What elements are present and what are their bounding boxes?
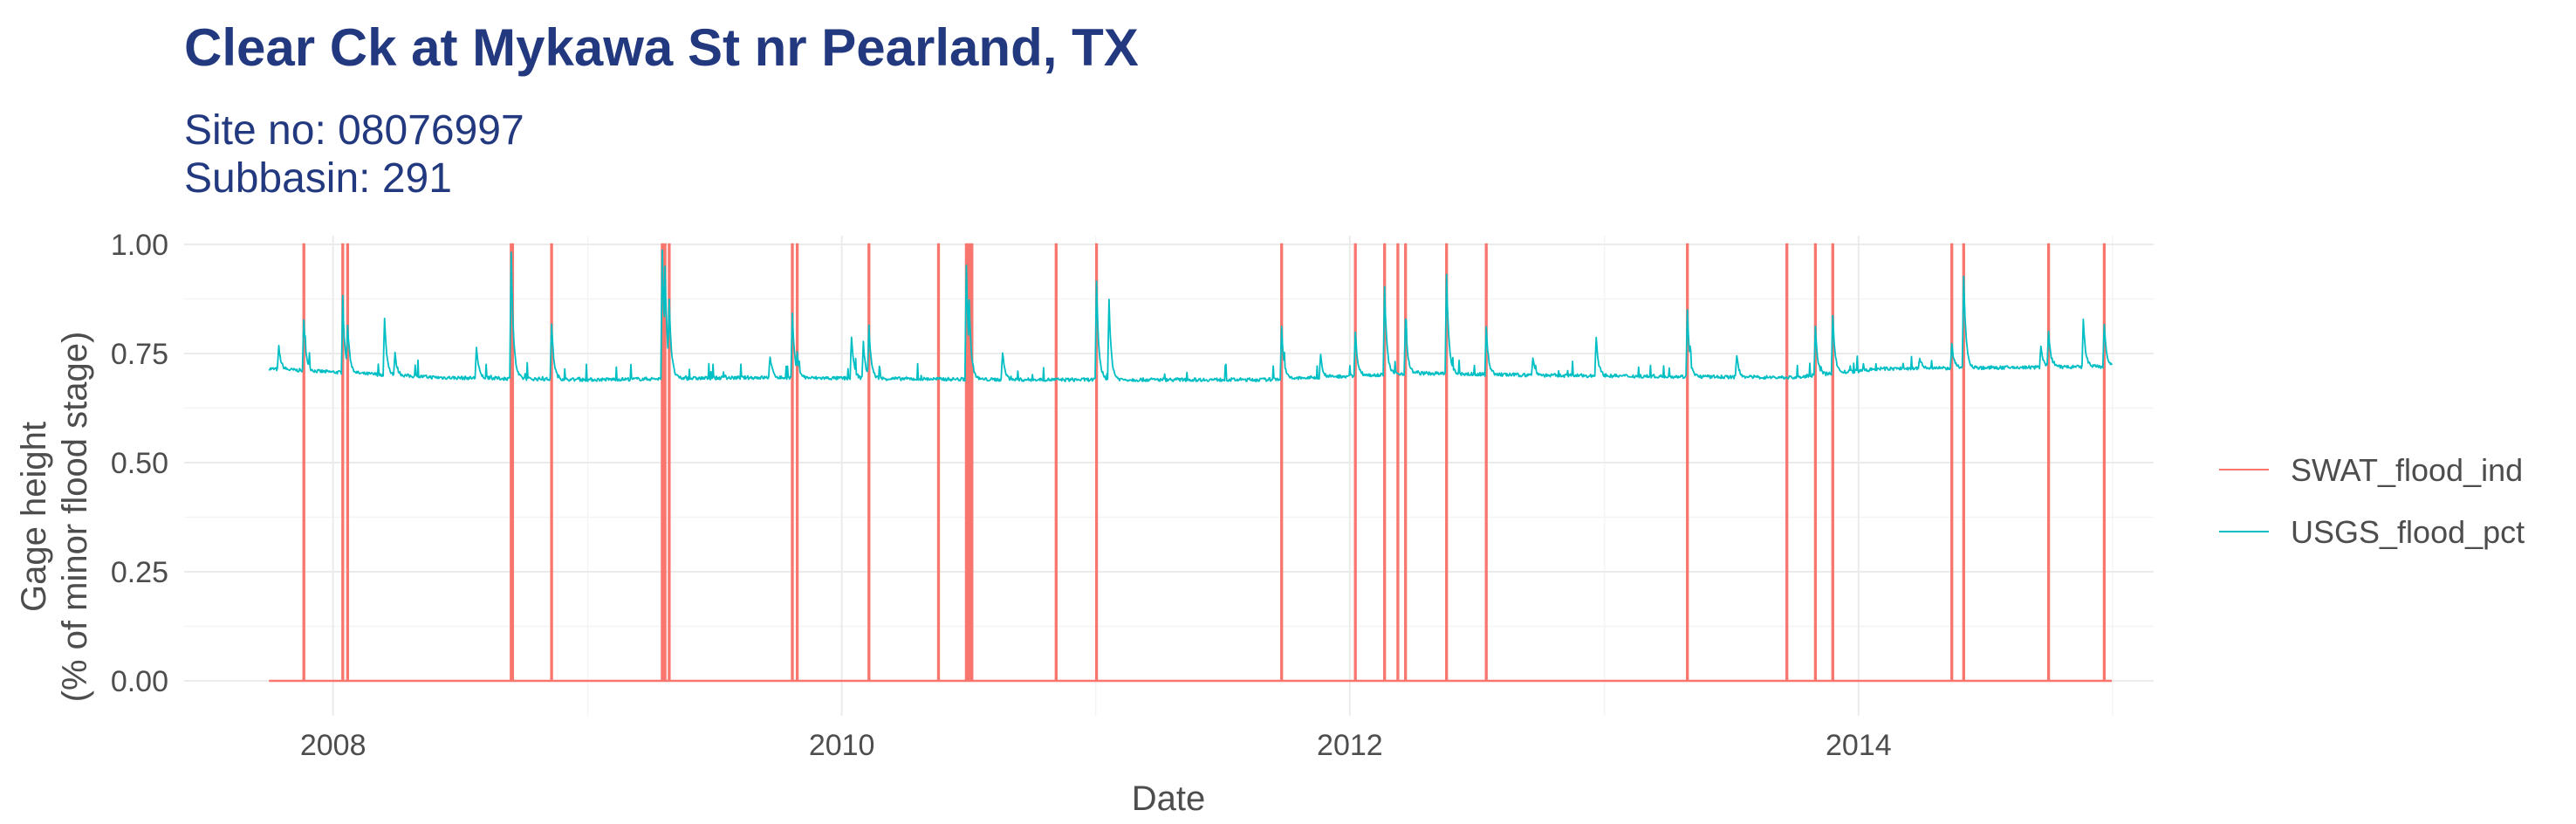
y-tick-label: 0.25 (111, 556, 168, 589)
x-tick-label: 2012 (1317, 729, 1383, 762)
y-tick-label: 0.00 (111, 665, 168, 698)
x-axis-title: Date (1132, 779, 1206, 818)
y-axis-title-line2: (% of minor flood stage) (56, 332, 94, 703)
tick-labels: 0.00 0.25 0.50 0.75 1.00 2008 2010 2012 2014 (111, 229, 1892, 762)
x-tick-label: 2010 (809, 729, 875, 762)
legend-label-usgs: USGS_flood_pct (2291, 514, 2525, 550)
legend: SWAT_flood_ind USGS_flood_pct (2219, 452, 2525, 550)
series-usgs-flood-pct (268, 249, 2113, 382)
chart-subtitle-site: Site no: 08076997 (184, 107, 524, 154)
y-tick-label: 1.00 (111, 229, 168, 262)
x-tick-label: 2014 (1826, 729, 1892, 762)
legend-label-swat: SWAT_flood_ind (2291, 452, 2523, 488)
series-swat-flood-ind (269, 243, 2113, 683)
chart-title: Clear Ck at Mykawa St nr Pearland, TX (184, 18, 1139, 77)
chart-subtitle-subbasin: Subbasin: 291 (184, 155, 452, 202)
y-axis-title-line1: Gage height (15, 422, 53, 612)
plot-series (268, 243, 2113, 683)
y-tick-label: 0.75 (111, 338, 168, 371)
x-tick-label: 2008 (300, 729, 367, 762)
y-tick-label: 0.50 (111, 447, 168, 480)
